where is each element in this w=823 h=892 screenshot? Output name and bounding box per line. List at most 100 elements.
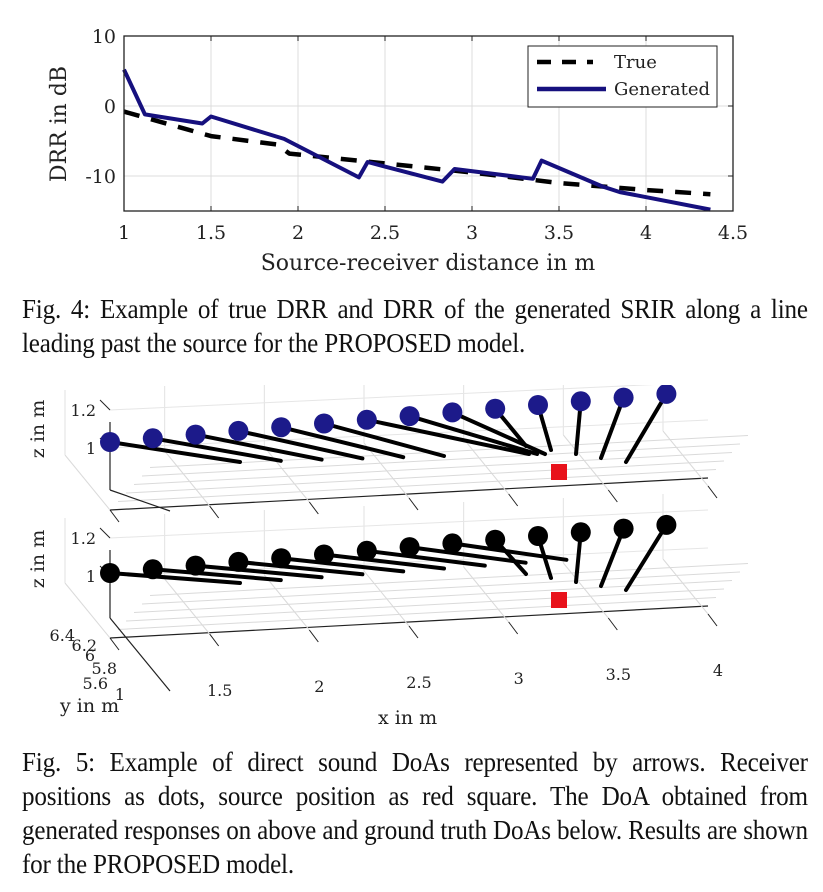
- y-axis-label: y in m: [59, 695, 119, 717]
- receiver-dot: [485, 398, 506, 419]
- source-square: [551, 464, 567, 480]
- doa-arrow: [364, 548, 487, 568]
- floor-gridline: [117, 597, 717, 630]
- x-tick: [607, 617, 618, 631]
- z-tick-label: 1: [86, 567, 96, 586]
- x-tick: [707, 485, 718, 499]
- doa-arrow: [407, 414, 539, 456]
- floor-gridline: [117, 469, 717, 502]
- floor-gridline: [141, 443, 741, 477]
- receiver-dot: [570, 522, 591, 543]
- x-tick-label: 4: [713, 661, 723, 680]
- y-tick-labels: -10 0 10: [85, 26, 116, 188]
- doa-arrow: [150, 567, 283, 583]
- x-tick: [109, 509, 120, 523]
- x-tick: [607, 489, 618, 503]
- z-tick-label: 1.2: [71, 401, 96, 420]
- receiver-dot: [570, 391, 591, 412]
- doa-arrow: [450, 541, 569, 562]
- panel-generated: [100, 385, 677, 480]
- x-gridline: [562, 434, 609, 491]
- x-tick: [209, 505, 220, 519]
- x-tick-label: 1.5: [196, 222, 226, 244]
- receiver-dot: [100, 432, 120, 452]
- x-tick-label: 3.5: [606, 665, 631, 684]
- receiver-dot: [142, 428, 163, 449]
- receiver-dot: [656, 514, 677, 535]
- z-tick: [99, 399, 111, 411]
- receiver-dot: [613, 387, 634, 408]
- z-tick-label: 1: [86, 439, 96, 458]
- receiver-dot: [185, 424, 206, 445]
- receiver-dot: [185, 555, 206, 576]
- plot-frame: [123, 35, 734, 212]
- receiver-dot: [485, 529, 506, 550]
- floor-gridline: [125, 460, 725, 494]
- x-tick-label: 2.5: [370, 222, 400, 244]
- drr-chart: 1 1.5 2 2.5 3 3.5 4 4.5 -10 0 10 Source-receiver …: [47, 26, 748, 276]
- doa-arrow: [279, 556, 406, 574]
- doa-arrow: [599, 395, 626, 460]
- receiver-dot: [528, 526, 548, 546]
- x-tick: [109, 637, 120, 651]
- y-tick-label: 6.2: [72, 636, 97, 655]
- x-tick-label: 3.5: [544, 222, 574, 244]
- series-true-line: [123, 109, 711, 197]
- x-gridline: [463, 566, 510, 623]
- doa-arrow: [108, 571, 242, 585]
- receiver-dot: [356, 409, 377, 430]
- z-axis-label-bottom: z in m: [27, 530, 49, 588]
- z-gridline: [109, 385, 655, 411]
- doa-arrow: [236, 559, 365, 577]
- receiver-dot: [271, 417, 292, 438]
- floor-gridline: [125, 588, 725, 622]
- x-axis-label: Source-receiver distance in m: [261, 251, 596, 276]
- doa-arrow: [108, 440, 242, 464]
- figure-5-caption: Fig. 5: Example of direct sound DoAs rep…: [22, 747, 808, 879]
- receiver-dot: [142, 559, 163, 580]
- x-tick-label: 1: [118, 222, 130, 244]
- doa-arrow: [407, 545, 528, 565]
- series-generated-line: [122, 68, 711, 212]
- x-tick-label: 2.5: [406, 673, 431, 692]
- receiver-dot: [399, 406, 420, 427]
- floor-gridline: [133, 580, 733, 613]
- series-layer: [122, 68, 711, 212]
- axis-labels: z in m z in m y in m x in m: [27, 400, 437, 729]
- doa-arrow: [236, 428, 365, 461]
- doa-arrow: [624, 391, 669, 464]
- y-axis-label: DRR in dB: [47, 66, 72, 182]
- x-tick: [707, 613, 718, 627]
- x-tick-label: 1: [115, 685, 125, 704]
- panel-ground-truth: [100, 514, 677, 608]
- x-gridline: [662, 558, 709, 615]
- doa-arrow: [193, 563, 324, 580]
- x-gridline: [263, 446, 310, 503]
- x-gridline: [164, 578, 211, 635]
- x-tick: [308, 501, 319, 515]
- receiver-dot: [314, 413, 334, 434]
- z-gridline: [109, 419, 709, 449]
- legend-generated-label: Generated: [614, 79, 710, 100]
- y-tick-label: 6.4: [50, 626, 75, 645]
- x-tick-labels: 1 1.5 2 2.5 3 3.5 4 4.5: [118, 222, 748, 244]
- x-tick: [408, 497, 419, 511]
- x-tick: [209, 633, 220, 647]
- doa-arrow: [322, 552, 446, 571]
- floor-gridline: [141, 571, 741, 605]
- receiver-dot: [228, 420, 249, 441]
- x-gridline: [64, 454, 111, 511]
- x-gridline: [562, 562, 609, 619]
- receiver-dot: [314, 544, 334, 565]
- figure-4-caption: Fig. 4: Example of true DRR and DRR of t…: [22, 294, 808, 358]
- tick-labels: 1 1.2 1 1.2 6.46.265.85.6 1 1.5 2 2.5 3 3.5 4: [50, 401, 724, 704]
- legend-true-label: True: [614, 52, 657, 73]
- x-gridline: [363, 442, 410, 499]
- z-gridline: [109, 509, 709, 539]
- x-tick: [408, 625, 419, 639]
- y-axis-line: [109, 617, 171, 692]
- floor-gridline: [133, 452, 733, 485]
- x-gridline: [463, 438, 510, 495]
- doa-arrow: [450, 410, 547, 456]
- receiver-dot: [356, 540, 377, 561]
